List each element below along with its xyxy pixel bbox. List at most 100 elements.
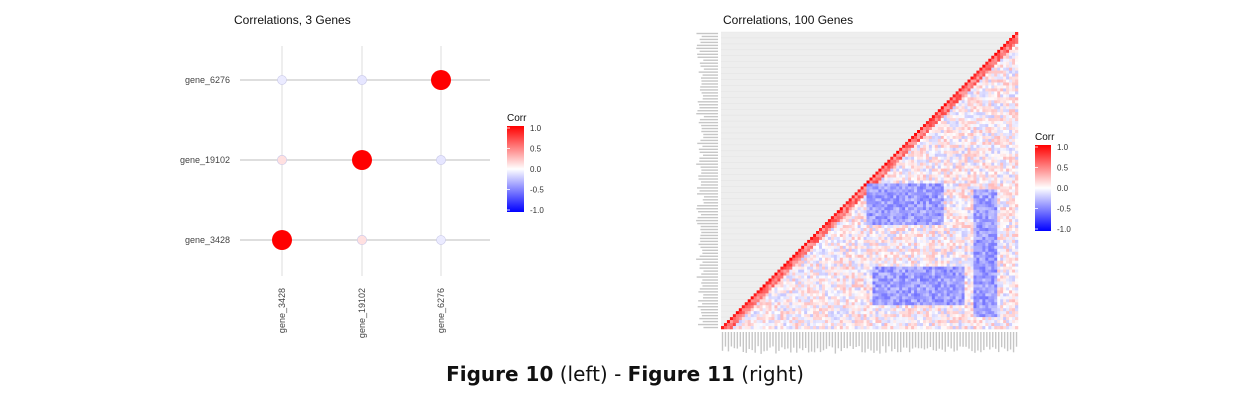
fig11-cell — [946, 302, 950, 306]
fig11-cell — [824, 263, 829, 267]
fig11-cell — [830, 233, 835, 238]
fig11-cell — [807, 266, 811, 270]
fig11-cell — [836, 257, 841, 261]
fig11-cell — [908, 233, 912, 238]
fig11-cell — [842, 287, 846, 291]
fig11-cell — [988, 308, 992, 312]
fig11-cell — [925, 269, 930, 273]
fig11-cell — [997, 272, 1001, 276]
fig11-cell — [976, 192, 980, 196]
fig11-cell — [1015, 251, 1019, 255]
fig11-cell — [801, 275, 805, 279]
fig11-cell — [893, 239, 897, 244]
fig11-cell — [756, 293, 760, 297]
fig11-cell — [946, 189, 950, 193]
fig11-cell — [982, 100, 986, 104]
fig11-cell — [970, 132, 974, 137]
fig11-cell — [804, 248, 808, 253]
fig11-cell — [747, 299, 751, 303]
fig11-cell — [789, 296, 793, 300]
fig11-cell — [875, 225, 879, 229]
fig11-cell — [753, 320, 757, 324]
fig11-cell — [768, 323, 772, 327]
fig11-cell — [982, 311, 986, 315]
fig11-cell — [899, 165, 903, 169]
fig11-cell — [928, 171, 933, 175]
fig11-cell — [940, 266, 944, 270]
fig11-cell — [842, 254, 846, 258]
fig11-cell — [925, 228, 930, 232]
fig11-cell — [988, 260, 992, 264]
fig11-cell — [869, 219, 873, 223]
fig11-cell — [875, 323, 879, 327]
fig11-cell — [976, 150, 980, 155]
fig11-cell — [943, 106, 947, 110]
fig11-cell — [851, 320, 855, 324]
fig11-cell — [1009, 73, 1013, 77]
fig11-cell — [943, 159, 947, 163]
fig11-cell — [991, 204, 995, 208]
fig11-cell — [946, 141, 950, 146]
fig11-cell — [1009, 159, 1013, 163]
fig11-cell — [798, 260, 802, 264]
fig11-cell — [958, 130, 962, 134]
fig11-cell — [1012, 272, 1016, 276]
fig11-cell — [845, 245, 849, 250]
fig11-cell — [854, 192, 858, 196]
fig11-cell — [985, 275, 989, 279]
fig11-cell — [964, 290, 968, 294]
fig11-cell — [854, 204, 858, 208]
fig11-cell — [833, 266, 838, 270]
fig11-cell — [884, 275, 888, 279]
fig11-cell — [982, 79, 986, 83]
fig11-cell — [872, 225, 876, 229]
fig11-cell — [943, 269, 947, 273]
fig11-cell — [949, 135, 953, 140]
fig11-cell — [860, 239, 864, 244]
fig11-cell — [943, 242, 947, 247]
fig11-cell — [937, 153, 942, 157]
fig11-cell — [976, 284, 980, 288]
fig11-cell — [866, 186, 870, 190]
fig11-cell — [893, 260, 897, 264]
fig11-cell — [893, 308, 897, 312]
fig11-cell — [925, 195, 930, 199]
fig11-cell — [961, 230, 965, 235]
fig11-cell — [875, 293, 879, 297]
fig11-cell — [979, 147, 983, 152]
fig11-cell — [810, 236, 814, 241]
fig11-cell — [872, 302, 876, 306]
fig11-cell — [988, 58, 992, 62]
fig11-cell — [824, 290, 829, 294]
fig11-cell — [801, 263, 805, 267]
fig11-cell — [896, 230, 900, 235]
fig11-cell — [946, 260, 950, 264]
fig11-cell — [976, 317, 980, 321]
fig11-cell — [952, 186, 956, 190]
fig11-cell — [1006, 174, 1010, 178]
fig11-cell — [896, 233, 900, 238]
fig11-cell — [914, 314, 918, 318]
fig11-cell — [961, 302, 965, 306]
fig11-cell — [881, 168, 885, 172]
fig11-cell — [967, 121, 971, 125]
fig11-cell — [893, 293, 897, 297]
fig11-cell — [949, 296, 953, 300]
fig11-cell — [887, 290, 891, 294]
fig11-cell — [905, 245, 909, 250]
fig11-cell — [911, 260, 915, 264]
fig11-cell — [902, 183, 906, 187]
fig11-cell — [789, 272, 793, 276]
fig11-cell — [914, 150, 918, 155]
fig11-cell — [807, 308, 811, 312]
fig11-cell — [991, 213, 995, 217]
fig11-cell — [925, 254, 930, 258]
fig11-cell — [771, 296, 775, 300]
fig11-cell — [1015, 228, 1019, 232]
fig11-cell — [985, 263, 989, 267]
fig11-cell — [768, 278, 772, 282]
fig11-cell — [982, 216, 986, 220]
fig11-cell — [884, 228, 888, 232]
fig11-cell — [964, 263, 968, 267]
fig11-cell — [952, 150, 956, 155]
